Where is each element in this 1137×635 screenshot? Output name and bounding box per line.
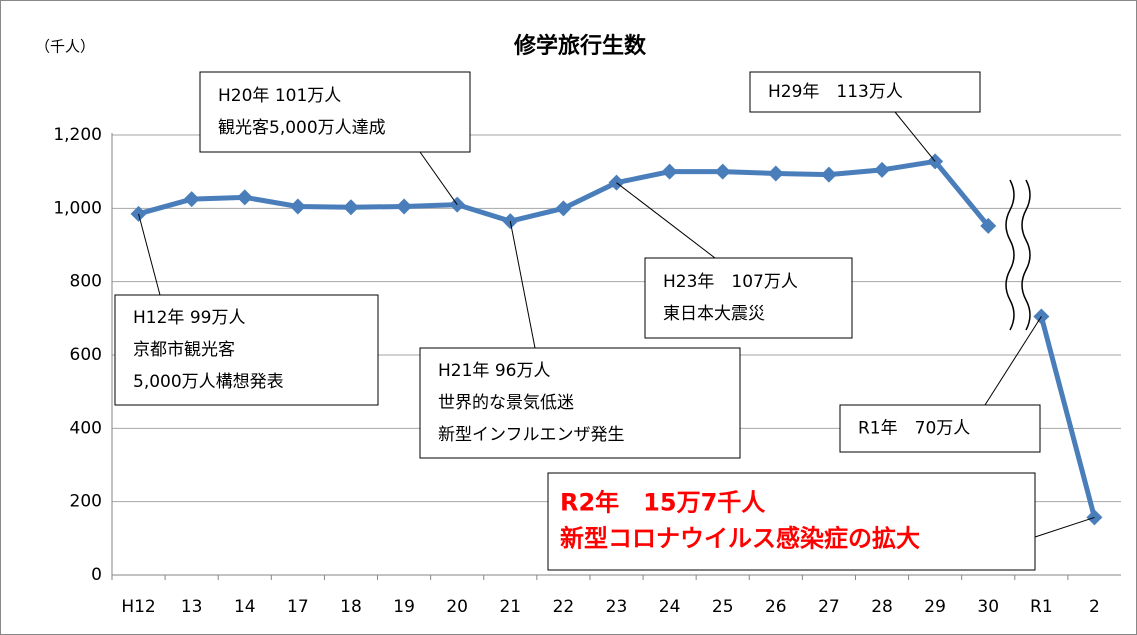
chart-title: 修学旅行生数 [513, 33, 647, 59]
annotation-text: R1年 70万人 [858, 419, 970, 439]
x-tick-label: 2 [1089, 597, 1100, 617]
y-tick-label: 400 [70, 418, 102, 438]
y-tick-label: 0 [91, 565, 102, 585]
data-point [183, 191, 200, 208]
annotation-box [839, 404, 1041, 453]
x-tick-label: 25 [712, 597, 734, 617]
annotation-text: 5,000万人構想発表 [133, 372, 284, 392]
annotation-text: R2年 15万7千人 [560, 489, 765, 517]
annotation-text: H29年 113万人 [768, 82, 903, 102]
data-point [980, 217, 997, 234]
data-point [874, 161, 891, 178]
annotation-text: H21年 96万人 [438, 361, 550, 381]
x-tick-label: 28 [871, 597, 893, 617]
leader-line [509, 221, 536, 349]
annotation-text: 世界的な景気低迷 [438, 393, 574, 413]
annotation-text: H20年 101万人 [218, 86, 341, 106]
annotation-text: 観光客5,000万人達成 [218, 118, 386, 138]
leader-line [419, 151, 458, 205]
y-axis-label: （千人） [35, 38, 95, 56]
x-tick-label: 21 [499, 597, 521, 617]
x-tick-label: 26 [765, 597, 787, 617]
x-tick-label: 20 [446, 597, 468, 617]
data-point [767, 165, 784, 182]
data-point [661, 163, 678, 180]
x-tick-label: 30 [977, 597, 999, 617]
y-tick-label: 1,200 [53, 125, 102, 145]
axis-break [1021, 179, 1031, 331]
data-point [342, 199, 359, 216]
axis-break [1005, 179, 1015, 331]
series-line [1038, 315, 1097, 519]
x-tick-label: 13 [181, 597, 203, 617]
leader-line [616, 182, 716, 259]
y-tick-label: 200 [70, 492, 102, 512]
data-point [714, 163, 731, 180]
annotation-text: 京都市観光客 [133, 340, 235, 360]
y-tick-label: 800 [70, 272, 102, 292]
annotation-box [644, 257, 853, 339]
x-tick-label: 19 [393, 597, 415, 617]
annotation-box [547, 472, 1036, 571]
x-tick-label: 17 [287, 597, 309, 617]
x-tick-label: R1 [1030, 597, 1053, 617]
y-tick-label: 1,000 [53, 198, 102, 218]
annotation-text: 新型インフルエンザ発生 [438, 425, 625, 445]
data-point [236, 189, 253, 206]
annotation-box [419, 347, 741, 459]
annotation-text: H12年 99万人 [133, 308, 245, 328]
x-tick-label: 22 [553, 597, 575, 617]
data-point [289, 198, 306, 215]
annotation-text: H23年 107万人 [663, 272, 798, 292]
x-tick-label: 27 [818, 597, 840, 617]
x-tick-label: 23 [606, 597, 628, 617]
x-tick-label: 14 [234, 597, 256, 617]
data-point [555, 200, 572, 217]
annotation-box [114, 294, 379, 406]
x-tick-label: 29 [924, 597, 946, 617]
leader-line [138, 213, 161, 296]
leader-line [894, 111, 936, 162]
annotation-text: 新型コロナウイルス感染症の拡大 [560, 525, 920, 553]
annotation-box [199, 71, 471, 153]
x-tick-label: 18 [340, 597, 362, 617]
annotation-text: 東日本大震災 [663, 304, 765, 324]
leader-line [1034, 516, 1095, 538]
annotation-box [749, 71, 981, 113]
y-tick-label: 600 [70, 345, 102, 365]
leader-line [984, 316, 1042, 406]
data-point [396, 198, 413, 215]
x-tick-label: H12 [121, 597, 155, 617]
x-tick-label: 24 [659, 597, 681, 617]
data-point [820, 166, 837, 183]
